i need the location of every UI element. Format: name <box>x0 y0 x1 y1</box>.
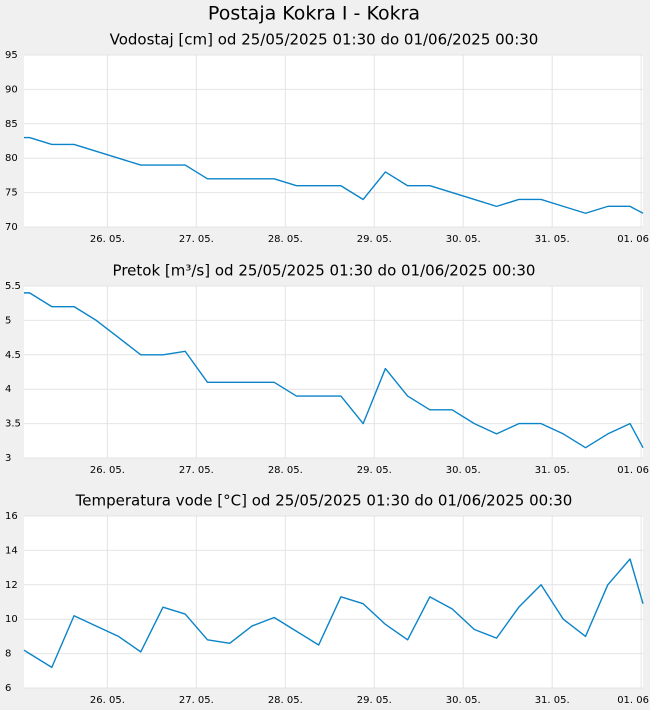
x-tick-label: 01. 06 <box>617 465 649 476</box>
x-tick-label: 28. 05. <box>268 234 303 245</box>
y-tick-label: 16 <box>5 511 18 522</box>
x-tick-label: 31. 05. <box>535 695 570 706</box>
x-tick-label: 30. 05. <box>446 695 481 706</box>
x-tick-label: 31. 05. <box>535 465 570 476</box>
x-tick-label: 27. 05. <box>179 465 214 476</box>
x-tick-label: 28. 05. <box>268 465 303 476</box>
x-tick-label: 27. 05. <box>179 234 214 245</box>
x-tick-label: 27. 05. <box>179 695 214 706</box>
page-title: Postaja Kokra I - Kokra <box>208 3 420 25</box>
y-tick-label: 90 <box>5 84 18 95</box>
y-tick-label: 10 <box>5 614 18 625</box>
y-tick-label: 8 <box>5 649 11 660</box>
y-tick-label: 6 <box>5 683 11 694</box>
plot-area <box>24 516 643 688</box>
data-line <box>24 136 644 214</box>
y-tick-label: 12 <box>5 580 18 591</box>
y-tick-label: 5.5 <box>5 281 21 292</box>
x-tick-label: 29. 05. <box>357 234 392 245</box>
y-tick-label: 5 <box>5 315 11 326</box>
chart-title: Temperatura vode [°C] od 25/05/2025 01:3… <box>75 492 573 510</box>
x-tick-label: 01. 06 <box>617 234 649 245</box>
y-tick-label: 80 <box>5 153 18 164</box>
plot-area <box>24 286 643 458</box>
x-tick-label: 01. 06 <box>617 695 649 706</box>
x-tick-label: 30. 05. <box>446 465 481 476</box>
x-tick-label: 29. 05. <box>357 695 392 706</box>
y-tick-label: 75 <box>5 188 18 199</box>
x-tick-label: 28. 05. <box>268 695 303 706</box>
y-tick-label: 95 <box>5 50 18 61</box>
chart-title: Vodostaj [cm] od 25/05/2025 01:30 do 01/… <box>110 31 539 49</box>
plot-area <box>24 55 643 227</box>
x-tick-label: 30. 05. <box>446 234 481 245</box>
data-line <box>24 292 644 449</box>
x-tick-label: 26. 05. <box>90 234 125 245</box>
y-tick-label: 4 <box>5 384 11 395</box>
chart-title: Pretok [m³/s] od 25/05/2025 01:30 do 01/… <box>113 262 536 280</box>
x-tick-label: 29. 05. <box>357 465 392 476</box>
data-line <box>23 558 644 669</box>
y-tick-label: 70 <box>5 222 18 233</box>
y-tick-label: 3.5 <box>5 419 21 430</box>
x-tick-label: 26. 05. <box>90 465 125 476</box>
y-tick-label: 4.5 <box>5 350 21 361</box>
x-tick-label: 31. 05. <box>535 234 570 245</box>
y-tick-label: 85 <box>5 119 18 130</box>
y-tick-label: 3 <box>5 453 11 464</box>
x-tick-label: 26. 05. <box>90 695 125 706</box>
y-tick-label: 14 <box>5 545 18 556</box>
